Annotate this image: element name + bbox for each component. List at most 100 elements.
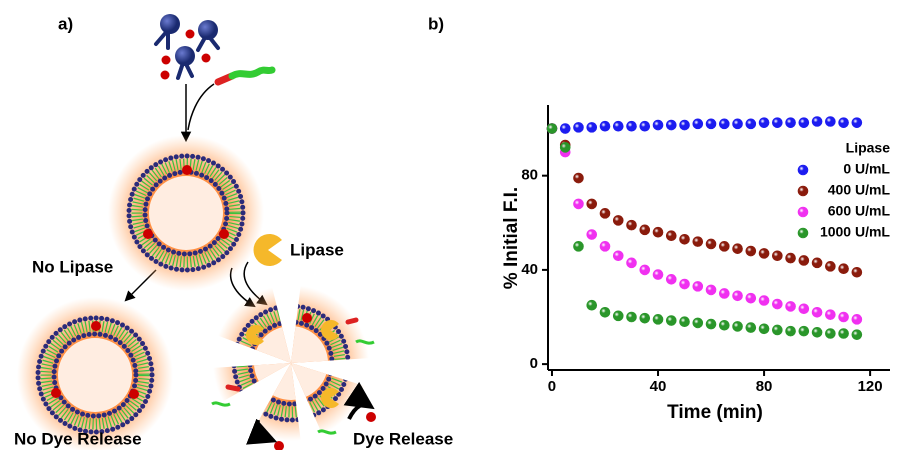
label: Dye Release [353, 429, 453, 448]
legend-label: 600 U/mL [828, 203, 891, 219]
data-point [573, 122, 584, 133]
data-point [586, 122, 598, 133]
schematic: a) No Lipase Lipase [14, 14, 453, 450]
data-point [665, 230, 677, 242]
data-point [546, 123, 558, 134]
data-point [811, 257, 823, 269]
data-point [772, 250, 783, 262]
data-point [679, 278, 690, 290]
data-point [851, 266, 863, 278]
data-point [573, 172, 584, 184]
data-point [785, 325, 796, 337]
data-point [692, 236, 704, 247]
data-point [851, 117, 863, 128]
data-point [612, 250, 624, 262]
data-point [612, 120, 624, 132]
data-point [652, 119, 664, 131]
data-point [559, 123, 571, 134]
data-point [692, 281, 704, 292]
data-point [639, 120, 651, 132]
data-point [719, 288, 730, 299]
data-point [639, 224, 651, 236]
data-point [705, 284, 717, 296]
data-point [732, 321, 743, 332]
data-point [719, 118, 730, 130]
data-point [652, 226, 664, 238]
lipase-enzymes [246, 233, 339, 409]
data-point [665, 119, 677, 131]
data-point [599, 306, 611, 318]
data-point [785, 301, 796, 312]
data-point [851, 329, 863, 340]
data-point [719, 319, 730, 331]
data-point [811, 327, 823, 338]
data-point [745, 118, 757, 130]
data-point [639, 312, 651, 324]
y-tick-label: 0 [530, 355, 538, 372]
data-point [825, 261, 836, 272]
data-point [692, 317, 704, 329]
legend-marker [797, 185, 809, 197]
data-point [732, 290, 743, 302]
data-point [679, 233, 690, 245]
data-point [559, 142, 571, 153]
y-axis-title: % Initial F.I. [501, 187, 522, 289]
data-point [745, 322, 757, 333]
data-point [586, 198, 598, 210]
data-point [626, 311, 637, 323]
vesicle-intact [17, 297, 173, 450]
panel-label: a) [58, 14, 73, 33]
data-point [811, 306, 823, 318]
data-point [772, 117, 783, 128]
data-point [679, 316, 690, 328]
legend-label: 1000 U/mL [820, 224, 890, 240]
data-point [772, 298, 783, 310]
data-point [851, 314, 863, 325]
data-point [679, 119, 690, 131]
data-point [626, 120, 637, 132]
data-point [838, 263, 849, 275]
data-point [785, 117, 796, 128]
data-point [705, 238, 717, 250]
data-point [705, 118, 717, 130]
data-point [573, 241, 584, 252]
data-point [798, 255, 810, 266]
lipid-molecules [154, 14, 276, 86]
released-dye [211, 313, 376, 450]
data-point [825, 328, 836, 339]
data-point [586, 299, 598, 311]
data-point [665, 315, 677, 326]
data-point [573, 198, 584, 210]
x-tick-label: 40 [650, 378, 667, 395]
panel-label: b) [428, 14, 444, 33]
data-point [798, 117, 810, 128]
legend-title: Lipase [846, 140, 891, 156]
x-tick-label: 80 [756, 378, 773, 395]
data-point [599, 120, 611, 132]
data-point [825, 116, 836, 127]
data-point [626, 219, 637, 231]
data-point [612, 215, 624, 226]
data-point [599, 208, 611, 219]
data-point [772, 324, 783, 336]
data-point [785, 252, 796, 264]
label: Lipase [290, 240, 344, 259]
data-point [599, 241, 611, 252]
x-axis-title: Time (min) [667, 402, 763, 423]
data-point [626, 257, 637, 269]
data-point [838, 311, 849, 323]
vesicle-broken [213, 285, 369, 441]
data-point [732, 243, 743, 254]
data-point [838, 328, 849, 339]
data-point [732, 118, 743, 130]
y-tick-label: 80 [521, 167, 538, 184]
x-tick-label: 120 [858, 378, 883, 395]
data-point [692, 118, 704, 130]
legend-label: 0 U/mL [843, 161, 890, 177]
label: No Lipase [32, 257, 113, 276]
data-point [798, 303, 810, 315]
data-point [838, 117, 849, 128]
data-point [825, 309, 836, 320]
data-point [798, 325, 810, 337]
